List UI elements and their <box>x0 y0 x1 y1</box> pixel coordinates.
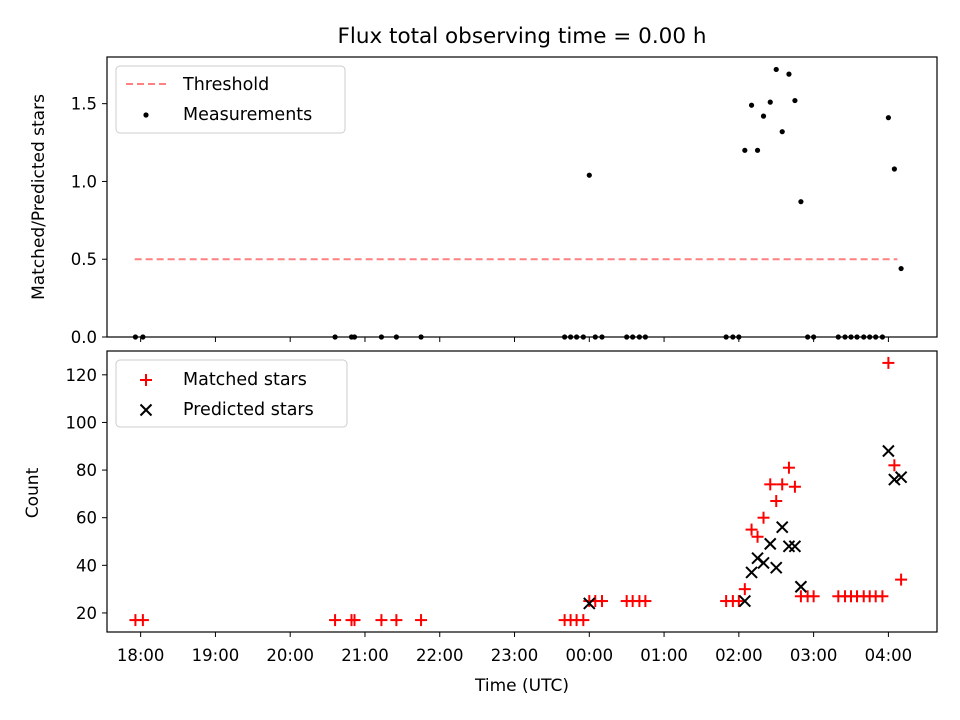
predicted-star-point <box>882 444 895 458</box>
predicted-star-point <box>894 471 908 484</box>
x-tick-label: 21:00 <box>341 646 389 665</box>
x-tick-label: 22:00 <box>416 646 464 665</box>
bottom-y-tick-label: 60 <box>76 509 97 528</box>
predicted-star-point <box>776 521 789 534</box>
measurement-point <box>586 172 592 178</box>
matched-star-point <box>782 461 795 474</box>
top-y-tick-label: 0.5 <box>71 250 97 269</box>
chart-title: Flux total observing time = 0.00 h <box>338 24 707 49</box>
legend-measurements-label: Measurements <box>183 105 312 125</box>
top-panel: Flux total observing time = 0.00 h 0.00.… <box>29 24 938 347</box>
measurement-point <box>779 129 785 135</box>
top-y-tick-label: 1.0 <box>71 172 97 191</box>
matched-star-point <box>329 614 342 627</box>
x-tick-label: 19:00 <box>192 646 240 665</box>
legend-measurements-swatch <box>143 112 149 118</box>
bottom-y-tick-label: 120 <box>66 366 98 385</box>
predicted-star-point <box>888 473 901 486</box>
x-tick-label: 20:00 <box>266 646 314 665</box>
bottom-panel: 18:00 19:00 20:00 21:00 22:00 23:00 00:00 01:00… <box>23 350 938 696</box>
x-tick-label: 23:00 <box>491 646 539 665</box>
predicted-star-point <box>738 594 752 608</box>
x-tick-label: 02:00 <box>715 646 763 665</box>
measurement-point <box>798 199 804 205</box>
bottom-y-tick-label: 20 <box>76 604 97 623</box>
legend-plus-marker <box>140 374 152 386</box>
measurement-point <box>792 97 798 104</box>
top-axes-ticks: 0.0 0.5 1.0 1.5 <box>71 95 889 347</box>
top-axes-frame <box>106 56 938 338</box>
predicted-star-point <box>764 537 777 551</box>
bottom-y-axis-label: Count <box>23 467 43 518</box>
predicted-star-point <box>794 580 808 593</box>
bottom-data-marks <box>129 356 908 627</box>
x-axis-label: Time (UTC) <box>474 676 569 696</box>
predicted-star-point <box>583 597 596 610</box>
matched-star-point <box>895 573 908 586</box>
predicted-star-point <box>745 566 758 579</box>
x-tick-label: 01:00 <box>640 646 688 665</box>
matched-star-point <box>745 523 758 536</box>
matched-star-point <box>136 614 149 627</box>
matched-star-point <box>788 480 801 493</box>
matched-star-point <box>415 614 428 627</box>
predicted-star-point <box>788 540 802 553</box>
top-y-tick-label: 0.0 <box>71 328 97 347</box>
matched-star-point <box>882 356 895 369</box>
matched-star-point <box>596 595 609 608</box>
top-legend-box <box>115 65 346 134</box>
legend-threshold-label: Threshold <box>182 75 269 95</box>
predicted-star-point <box>770 561 783 574</box>
legend-matched-label: Matched stars <box>183 370 307 390</box>
matched-star-point <box>770 495 783 508</box>
measurement-point <box>885 115 891 121</box>
matched-star-point <box>732 595 745 608</box>
measurement-point <box>748 102 755 108</box>
predicted-star-point <box>782 540 796 553</box>
x-tick-label: 18:00 <box>117 646 165 665</box>
measurement-point <box>767 99 773 105</box>
matched-star-point <box>375 614 388 627</box>
matched-star-point <box>751 530 764 543</box>
matched-star-point <box>577 614 590 627</box>
matched-star-point <box>876 590 889 603</box>
matched-star-point <box>764 478 777 491</box>
measurement-point <box>891 166 897 172</box>
measurement-point <box>742 147 748 153</box>
x-tick-label: 03:00 <box>790 646 838 665</box>
measurement-point <box>898 265 904 272</box>
bottom-y-tick-label: 100 <box>66 413 98 432</box>
legend-predicted-label: Predicted stars <box>183 400 314 420</box>
bottom-y-tick-label: 40 <box>76 556 97 575</box>
matched-star-point <box>390 614 403 627</box>
measurement-point <box>786 71 792 77</box>
legend-cross-marker <box>139 403 153 417</box>
matched-star-point <box>888 459 901 472</box>
legend-predicted-swatch <box>139 403 153 417</box>
x-tick-label: 00:00 <box>566 646 614 665</box>
top-y-tick-label: 1.5 <box>71 95 97 114</box>
matched-star-point <box>757 511 770 524</box>
matched-star-point <box>738 583 751 596</box>
bottom-legend-box <box>115 359 348 428</box>
measurement-point <box>754 147 761 153</box>
top-y-axis-label: Matched/Predicted stars <box>29 94 49 300</box>
matched-star-point <box>639 595 652 608</box>
measurement-point <box>760 113 767 119</box>
bottom-y-tick-label: 80 <box>76 461 97 480</box>
x-tick-label: 04:00 <box>865 646 913 665</box>
matched-star-point <box>776 478 789 491</box>
bottom-legend: Matched stars Predicted stars <box>115 359 348 428</box>
predicted-star-point <box>757 556 770 570</box>
bottom-axes-ticks: 18:00 19:00 20:00 21:00 22:00 23:00 00:00 01:00… <box>66 366 913 665</box>
top-legend: Threshold Measurements <box>115 65 346 134</box>
measurement-point <box>773 66 779 73</box>
matched-star-point <box>348 614 361 627</box>
legend-matched-swatch <box>140 374 152 386</box>
bottom-axes-frame <box>106 350 938 633</box>
matched-star-point <box>807 590 820 603</box>
